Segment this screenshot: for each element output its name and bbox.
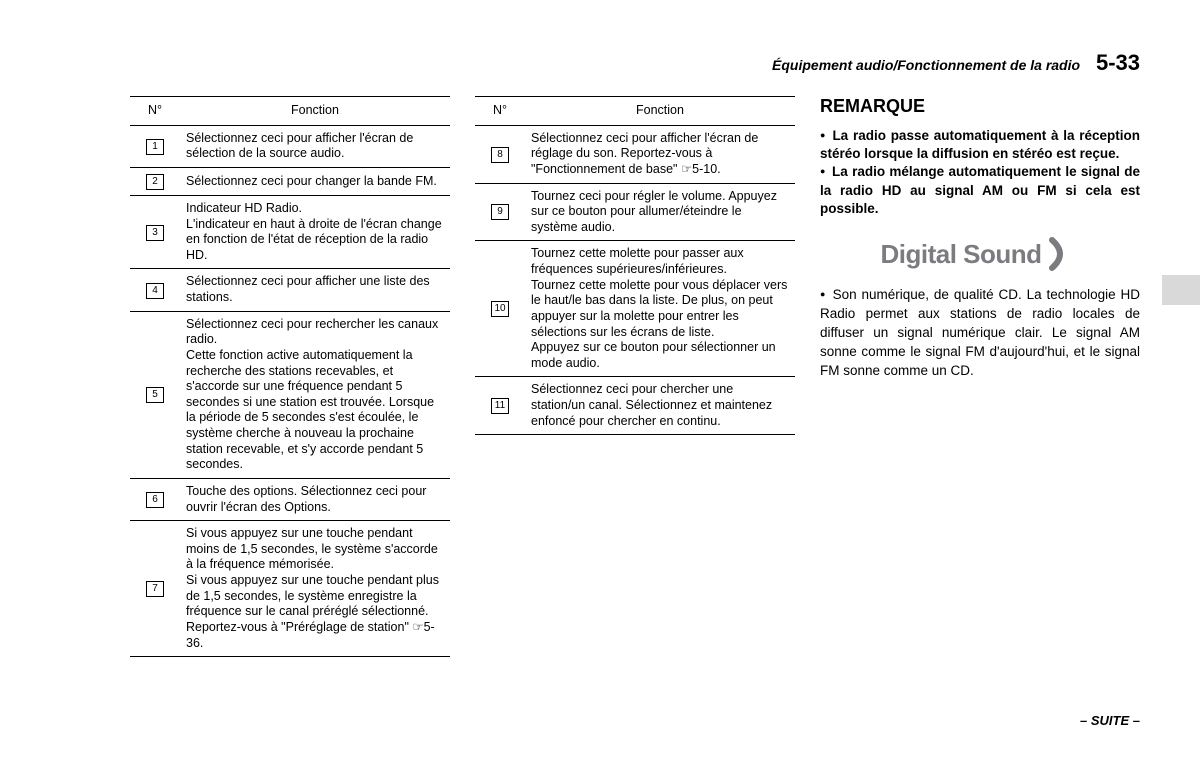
number-box: 3 bbox=[146, 225, 164, 241]
table-row: 6 Touche des options. Sélectionnez ceci p… bbox=[130, 478, 450, 520]
number-box: 11 bbox=[491, 398, 509, 414]
remark-bullet-1: La radio passe automatiquement à la réce… bbox=[820, 128, 1140, 161]
row-text-cell: Sélectionnez ceci pour chercher une stat… bbox=[525, 377, 795, 435]
number-box: 9 bbox=[491, 204, 509, 220]
row-text-cell: Sélectionnez ceci pour rechercher les ca… bbox=[180, 311, 450, 478]
row-number-cell: 10 bbox=[475, 241, 525, 377]
row-number-cell: 5 bbox=[130, 311, 180, 478]
row-number-cell: 11 bbox=[475, 377, 525, 435]
side-tab bbox=[1162, 275, 1200, 305]
row-text-cell: Si vous appuyez sur une touche pendant m… bbox=[180, 521, 450, 657]
column-3: REMARQUE La radio passe automatiquement … bbox=[820, 96, 1140, 657]
footer-suite: – SUITE – bbox=[1080, 713, 1140, 728]
table-row: 2 Sélectionnez ceci pour changer la bande… bbox=[130, 167, 450, 195]
function-table-2: N° Fonction 8 Sélectionnez ceci pour affi… bbox=[475, 96, 795, 435]
column-2: N° Fonction 8 Sélectionnez ceci pour affi… bbox=[475, 96, 795, 657]
content-columns: N° Fonction 1 Sélectionnez ceci pour affi… bbox=[130, 96, 1140, 657]
number-box: 4 bbox=[146, 283, 164, 299]
row-number-cell: 2 bbox=[130, 167, 180, 195]
table-row: 9 Tournez ceci pour régler le volume. App… bbox=[475, 183, 795, 241]
table-row: 8 Sélectionnez ceci pour afficher l'écran… bbox=[475, 125, 795, 183]
row-number-cell: 6 bbox=[130, 478, 180, 520]
row-text-cell: Sélectionnez ceci pour afficher une list… bbox=[180, 269, 450, 311]
row-text-cell: Sélectionnez ceci pour afficher l'écran … bbox=[525, 125, 795, 183]
digital-sound-logo: Digital Sound bbox=[820, 236, 1140, 272]
number-box: 2 bbox=[146, 174, 164, 190]
table-row: 5 Sélectionnez ceci pour rechercher les c… bbox=[130, 311, 450, 478]
logo-text: Digital Sound bbox=[880, 239, 1041, 270]
breadcrumb: Équipement audio/Fonctionnement de la ra… bbox=[772, 57, 1080, 73]
page-number: 5-33 bbox=[1096, 50, 1140, 75]
number-box: 5 bbox=[146, 387, 164, 403]
row-text-cell: Sélectionnez ceci pour changer la bande … bbox=[180, 167, 450, 195]
number-box: 10 bbox=[491, 301, 509, 317]
column-1: N° Fonction 1 Sélectionnez ceci pour affi… bbox=[130, 96, 450, 657]
row-number-cell: 4 bbox=[130, 269, 180, 311]
table-row: 7 Si vous appuyez sur une touche pendant … bbox=[130, 521, 450, 657]
th-num: N° bbox=[130, 97, 180, 126]
th-func: Fonction bbox=[180, 97, 450, 126]
sound-wave-icon bbox=[1046, 236, 1080, 272]
remark-title: REMARQUE bbox=[820, 96, 1140, 117]
th-num: N° bbox=[475, 97, 525, 126]
page-header: Équipement audio/Fonctionnement de la ra… bbox=[130, 50, 1140, 76]
row-number-cell: 1 bbox=[130, 125, 180, 167]
number-box: 7 bbox=[146, 581, 164, 597]
th-func: Fonction bbox=[525, 97, 795, 126]
remark-bullet-2: La radio mélange automatiquement le sign… bbox=[820, 164, 1140, 215]
row-text-cell: Sélectionnez ceci pour afficher l'écran … bbox=[180, 125, 450, 167]
table-row: 4 Sélectionnez ceci pour afficher une lis… bbox=[130, 269, 450, 311]
manual-page: Équipement audio/Fonctionnement de la ra… bbox=[0, 0, 1200, 763]
row-number-cell: 8 bbox=[475, 125, 525, 183]
row-number-cell: 7 bbox=[130, 521, 180, 657]
paragraph-text: Son numérique, de qualité CD. La technol… bbox=[820, 287, 1140, 378]
row-text-cell: Touche des options. Sélectionnez ceci po… bbox=[180, 478, 450, 520]
table-row: 1 Sélectionnez ceci pour afficher l'écran… bbox=[130, 125, 450, 167]
number-box: 1 bbox=[146, 139, 164, 155]
body-paragraph: Son numérique, de qualité CD. La technol… bbox=[820, 286, 1140, 380]
table-row: 10 Tournez cette molette pour passer aux … bbox=[475, 241, 795, 377]
table-row: 11 Sélectionnez ceci pour chercher une st… bbox=[475, 377, 795, 435]
remark-body: La radio passe automatiquement à la réce… bbox=[820, 127, 1140, 218]
row-number-cell: 3 bbox=[130, 195, 180, 269]
row-number-cell: 9 bbox=[475, 183, 525, 241]
row-text-cell: Tournez ceci pour régler le volume. Appu… bbox=[525, 183, 795, 241]
table-row: 3 Indicateur HD Radio. L'indicateur en ha… bbox=[130, 195, 450, 269]
function-table-1: N° Fonction 1 Sélectionnez ceci pour affi… bbox=[130, 96, 450, 657]
number-box: 6 bbox=[146, 492, 164, 508]
row-text-cell: Indicateur HD Radio. L'indicateur en hau… bbox=[180, 195, 450, 269]
number-box: 8 bbox=[491, 147, 509, 163]
row-text-cell: Tournez cette molette pour passer aux fr… bbox=[525, 241, 795, 377]
